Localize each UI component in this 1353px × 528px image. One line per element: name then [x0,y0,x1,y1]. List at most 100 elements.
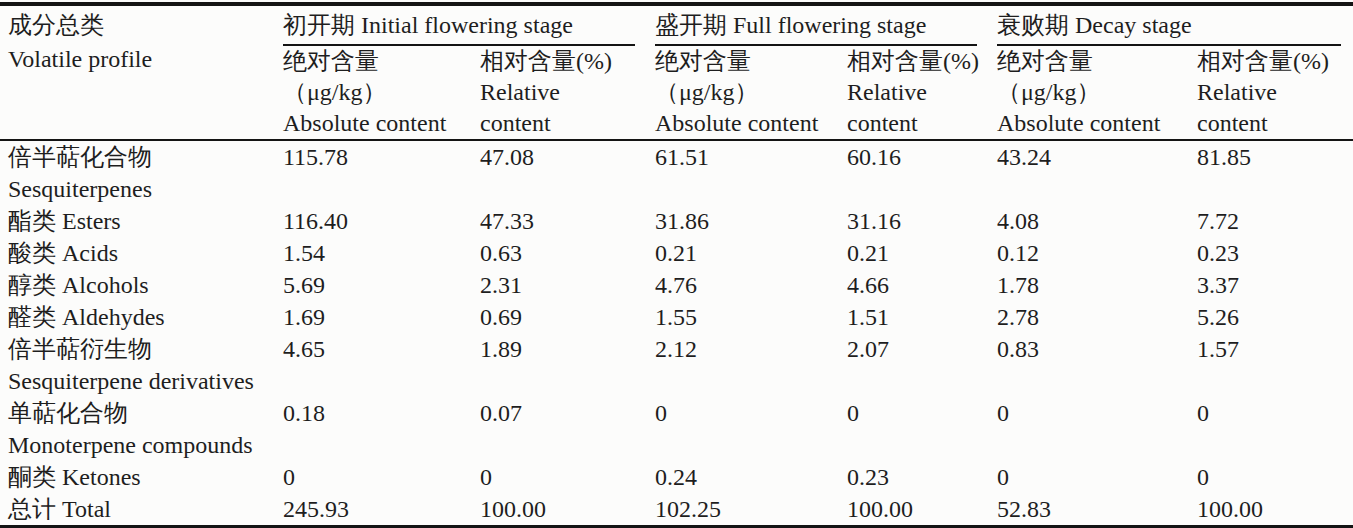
cell-value: 1.51 [839,301,989,333]
cell-value: 0.12 [989,237,1189,269]
cell-value: 0 [839,397,989,461]
cell-value: 0.21 [839,237,989,269]
cell-value: 0.23 [839,461,989,493]
subcol-full-relative: 相对含量(%) Relative content [839,46,989,140]
cell-value: 5.69 [275,269,472,301]
cell-value: 1.69 [275,301,472,333]
cell-value: 0 [1189,461,1353,493]
stage-header-initial: 初开期 Initial flowering stage [275,4,647,46]
cell-value: 61.51 [647,140,839,205]
cell-value: 31.86 [647,205,839,237]
cell-value: 43.24 [989,140,1189,205]
cell-value: 60.16 [839,140,989,205]
subcol-line: content [480,108,647,139]
cell-value: 0 [647,397,839,461]
subcol-line: 绝对含量 [655,46,839,77]
subcol-decay-relative: 相对含量(%) Relative content [1189,46,1353,140]
table-row-sesquiterpene-derivatives: 倍半萜衍生物 Sesquiterpene derivatives 4.65 1.… [0,333,1353,397]
cell-value: 31.16 [839,205,989,237]
cell-value: 100.00 [472,493,647,527]
row-label-en: Monoterpene compounds [8,429,275,461]
cell-value: 0.21 [647,237,839,269]
table-row-monoterpene-compounds: 单萜化合物 Monoterpene compounds 0.18 0.07 0 … [0,397,1353,461]
cell-value: 102.25 [647,493,839,527]
stage-header-full-label: 盛开期 Full flowering stage [655,6,977,46]
table-row-ketones: 酮类 Ketones 0 0 0.24 0.23 0 0 [0,461,1353,493]
cell-value: 0.18 [275,397,472,461]
subcol-full-absolute: 绝对含量 （μg/kg） Absolute content [647,46,839,140]
stage-header-full: 盛开期 Full flowering stage [647,4,989,46]
cell-value: 81.85 [1189,140,1353,205]
cell-value: 1.89 [472,333,647,397]
table-row-alcohols: 醇类 Alcohols 5.69 2.31 4.76 4.66 1.78 3.3… [0,269,1353,301]
subcol-line: Relative [847,77,989,108]
volatile-profile-table: 成分总类 Volatile profile 初开期 Initial flower… [0,2,1353,528]
cell-value: 4.08 [989,205,1189,237]
cell-value: 0 [989,397,1189,461]
corner-header-en: Volatile profile [8,44,275,75]
subcol-initial-absolute: 绝对含量 （μg/kg） Absolute content [275,46,472,140]
cell-value: 0.69 [472,301,647,333]
stage-header-decay-label: 衰败期 Decay stage [997,6,1341,46]
table-body: 倍半萜化合物 Sesquiterpenes 115.78 47.08 61.51… [0,140,1353,527]
row-label-zh: 醇类 Alcohols [8,269,275,301]
cell-value: 116.40 [275,205,472,237]
cell-value: 0.83 [989,333,1189,397]
cell-value: 2.31 [472,269,647,301]
corner-header-zh: 成分总类 [8,6,275,44]
row-label: 酸类 Acids [0,237,275,269]
stage-header-row: 成分总类 Volatile profile 初开期 Initial flower… [0,4,1353,46]
row-label: 酮类 Ketones [0,461,275,493]
subcol-line: 相对含量(%) [480,46,647,77]
cell-value: 2.07 [839,333,989,397]
subcol-line: 绝对含量 [997,46,1189,77]
row-label: 酯类 Esters [0,205,275,237]
cell-value: 0.24 [647,461,839,493]
subcol-line: Relative [1197,77,1353,108]
row-label-zh: 酸类 Acids [8,237,275,269]
table-row-esters: 酯类 Esters 116.40 47.33 31.86 31.16 4.08 … [0,205,1353,237]
row-label: 倍半萜衍生物 Sesquiterpene derivatives [0,333,275,397]
cell-value: 0 [1189,397,1353,461]
row-label: 倍半萜化合物 Sesquiterpenes [0,140,275,205]
row-label-zh: 酯类 Esters [8,205,275,237]
row-label-zh: 倍半萜化合物 [8,141,275,173]
subcol-line: （μg/kg） [997,77,1189,108]
cell-value: 245.93 [275,493,472,527]
cell-value: 1.57 [1189,333,1353,397]
cell-value: 1.78 [989,269,1189,301]
corner-header: 成分总类 Volatile profile [0,4,275,140]
subcol-line: （μg/kg） [283,77,472,108]
row-label: 醇类 Alcohols [0,269,275,301]
paper-page: 成分总类 Volatile profile 初开期 Initial flower… [0,2,1353,528]
subcol-line: Absolute content [283,108,472,139]
stage-header-initial-label: 初开期 Initial flowering stage [283,6,635,46]
cell-value: 47.08 [472,140,647,205]
cell-value: 7.72 [1189,205,1353,237]
table-row-sesquiterpenes: 倍半萜化合物 Sesquiterpenes 115.78 47.08 61.51… [0,140,1353,205]
row-label-zh: 总计 Total [8,493,275,525]
subcol-line: content [1197,108,1353,139]
cell-value: 2.78 [989,301,1189,333]
cell-value: 5.26 [1189,301,1353,333]
row-label-zh: 酮类 Ketones [8,461,275,493]
row-label: 总计 Total [0,493,275,527]
subcol-line: Relative [480,77,647,108]
row-label-zh: 倍半萜衍生物 [8,333,275,365]
table-row-total: 总计 Total 245.93 100.00 102.25 100.00 52.… [0,493,1353,527]
subcol-initial-relative: 相对含量(%) Relative content [472,46,647,140]
cell-value: 52.83 [989,493,1189,527]
row-label: 单萜化合物 Monoterpene compounds [0,397,275,461]
table-row-acids: 酸类 Acids 1.54 0.63 0.21 0.21 0.12 0.23 [0,237,1353,269]
subcol-line: Absolute content [655,108,839,139]
subcol-line: 相对含量(%) [1197,46,1353,77]
row-label-en: Sesquiterpene derivatives [8,365,275,397]
cell-value: 1.54 [275,237,472,269]
table-header: 成分总类 Volatile profile 初开期 Initial flower… [0,4,1353,140]
cell-value: 115.78 [275,140,472,205]
cell-value: 100.00 [1189,493,1353,527]
cell-value: 4.76 [647,269,839,301]
cell-value: 0.23 [1189,237,1353,269]
subcol-decay-absolute: 绝对含量 （μg/kg） Absolute content [989,46,1189,140]
row-label-zh: 醛类 Aldehydes [8,301,275,333]
